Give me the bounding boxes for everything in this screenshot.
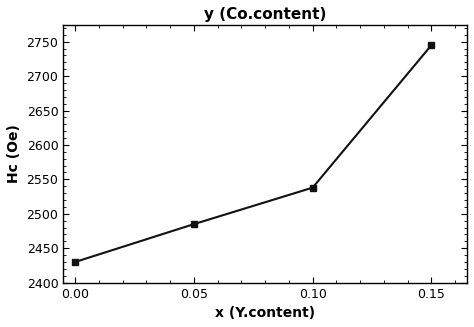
- Title: y (Co.content): y (Co.content): [204, 7, 326, 22]
- Y-axis label: Hc (Oe): Hc (Oe): [7, 124, 21, 183]
- X-axis label: x (Y.content): x (Y.content): [215, 306, 315, 320]
